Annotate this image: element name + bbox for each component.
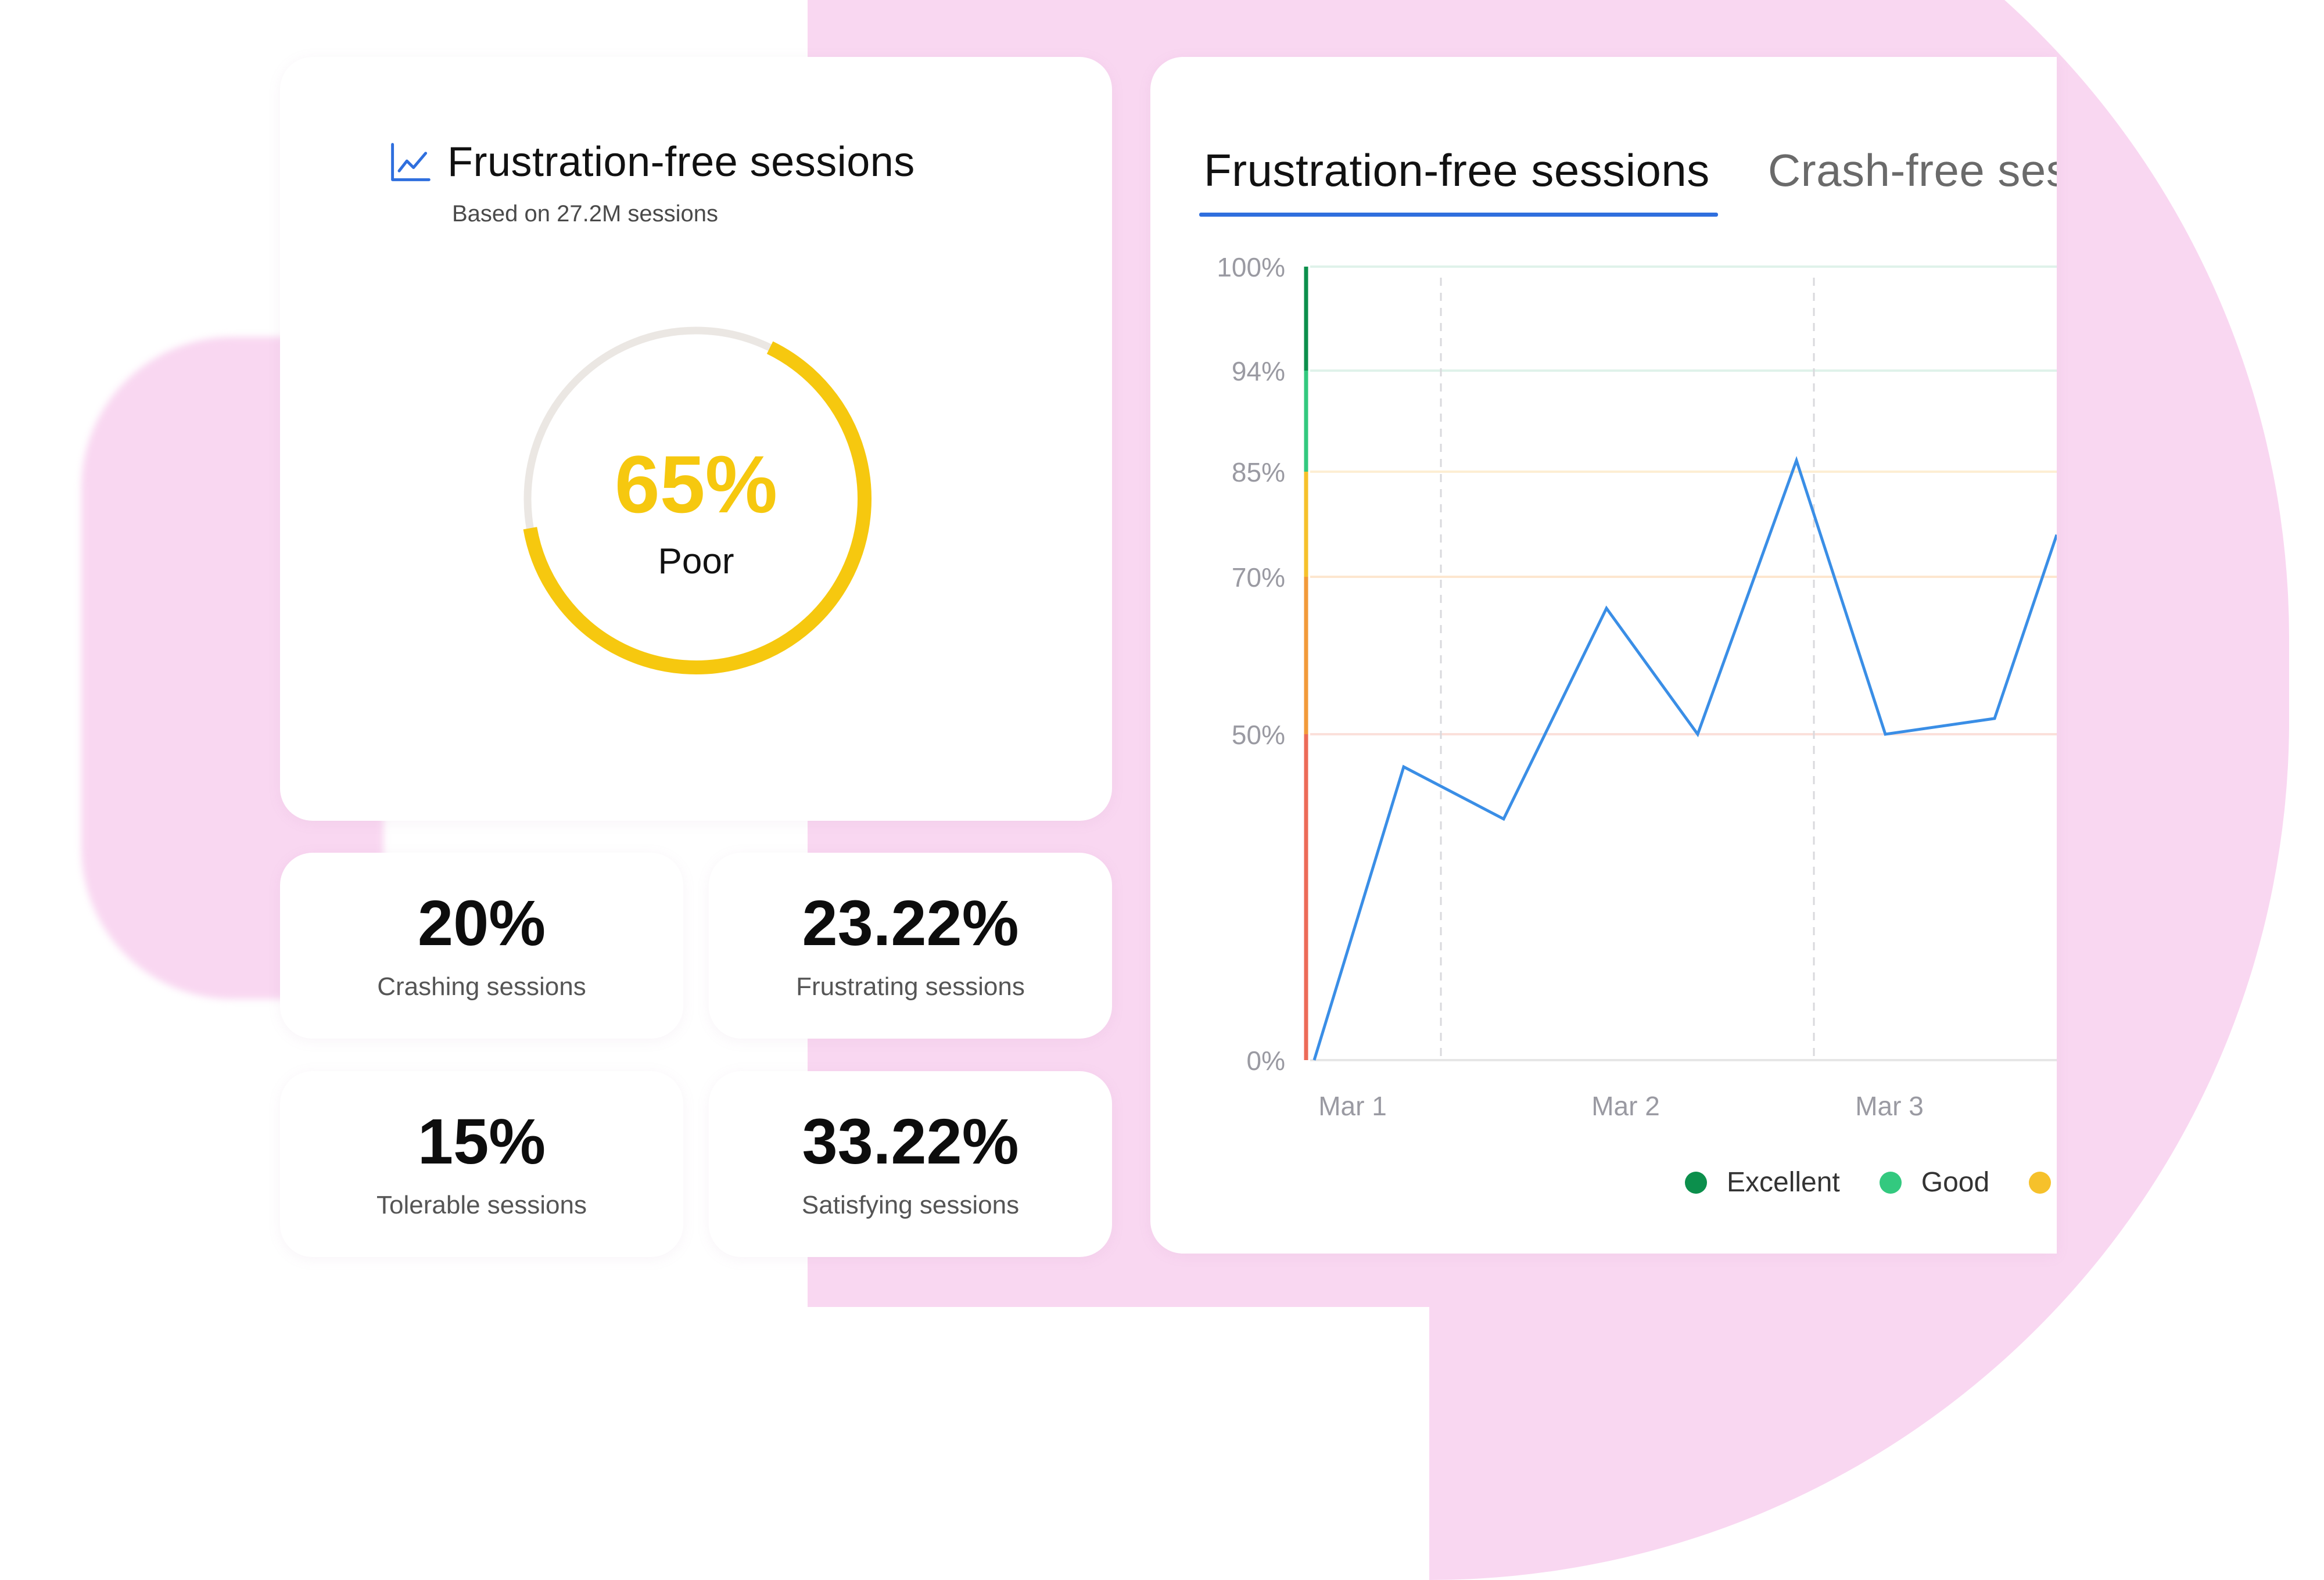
summary-subtitle: Based on 27.2M sessions [452,201,719,227]
stat-label: Tolerable sessions [376,1191,587,1219]
stat-card-frustrating: 23.22% Frustrating sessions [709,853,1112,1039]
summary-title-row: Frustration-free sessions [388,138,915,186]
x-tick-label: Mar 3 [1855,1091,1924,1121]
stat-card-crashing: 20% Crashing sessions [280,853,683,1039]
stat-card-tolerable: 15% Tolerable sessions [280,1071,683,1257]
score-gauge-arc [521,324,871,674]
chart-tabs: Frustration-free sessions Crash-free ses [1199,144,2057,217]
legend-label: Good [1921,1167,1990,1198]
legend-item-good[interactable]: Good [1879,1166,1990,1198]
legend-item-excellent[interactable]: Excellent [1685,1166,1840,1198]
trend-line-chart: 0% 50% 70% 85% 94% 100% Mar 1 Mar 2 Mar 3 [1217,252,2057,1121]
summary-title: Frustration-free sessions [447,139,915,185]
tab-frustration-free[interactable]: Frustration-free sessions [1199,144,1718,217]
legend-label: Excellent [1727,1167,1840,1198]
x-tick-label: Mar 2 [1591,1091,1660,1121]
legend-dot [2029,1171,2052,1194]
stat-value: 33.22% [802,1106,1019,1177]
line-chart-icon [391,143,431,181]
score-value: 65% [614,439,778,530]
stat-card-satisfying: 33.22% Satisfying sessions [709,1071,1112,1257]
x-tick-label: Mar 1 [1318,1091,1387,1121]
stat-value: 15% [417,1106,546,1177]
score-label: Poor [658,541,734,581]
frustration-summary-card: Frustration-free sessions Based on 27.2M… [280,57,1112,821]
tab-crash-free[interactable]: Crash-free ses [1767,145,2057,196]
y-tick-label: 85% [1232,457,1285,487]
legend-dot [1879,1171,1902,1194]
legend-item-fair[interactable] [2029,1166,2057,1198]
y-tick-label: 70% [1232,562,1285,592]
y-tick-label: 100% [1217,252,1285,282]
score-gauge: 65% Poor [518,321,874,677]
stat-label: Frustrating sessions [796,972,1025,1001]
score-gauge-ring [521,324,871,674]
y-tick-label: 0% [1247,1046,1285,1076]
stat-value: 23.22% [802,888,1019,959]
legend-dot [1685,1171,1707,1194]
stat-label: Crashing sessions [377,972,586,1001]
series-line [1312,455,2057,1061]
stat-label: Satisfying sessions [801,1191,1020,1219]
y-tick-label: 50% [1232,720,1285,750]
chart-legend: Excellent Good [1685,1166,2057,1198]
trend-chart-card: Frustration-free sessions Crash-free ses… [1150,57,2057,1254]
stat-value: 20% [417,888,546,959]
y-tick-label: 94% [1232,356,1285,386]
